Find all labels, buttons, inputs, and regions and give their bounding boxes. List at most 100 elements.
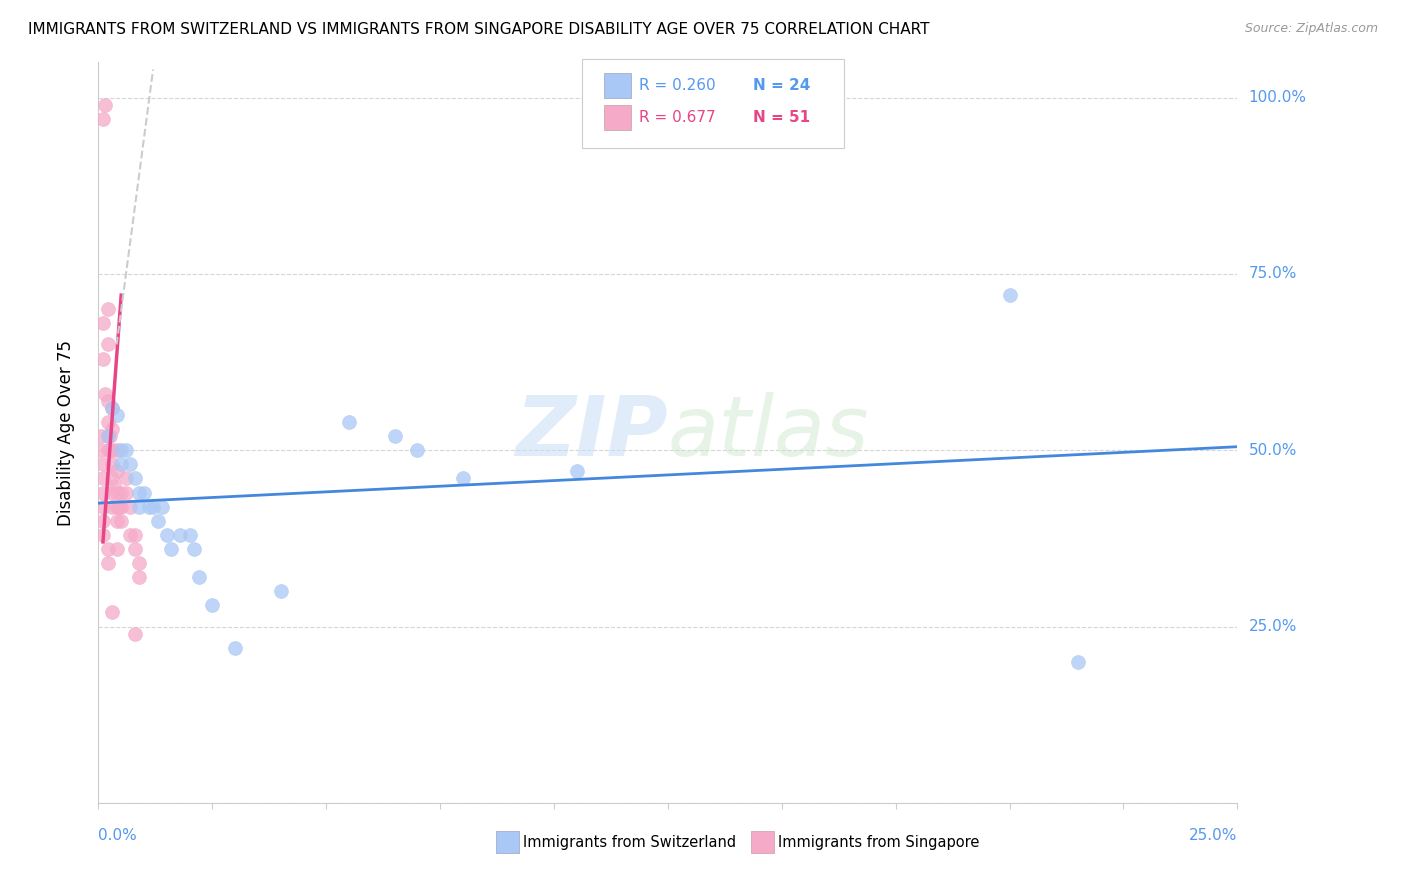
Point — [98, 429, 121, 443]
Point — [337, 415, 360, 429]
Point — [114, 485, 136, 500]
Point — [98, 443, 121, 458]
Point — [96, 429, 118, 443]
Point — [91, 471, 114, 485]
Y-axis label: Disability Age Over 75: Disability Age Over 75 — [56, 340, 75, 525]
Point — [105, 443, 128, 458]
Point — [146, 514, 169, 528]
Point — [91, 112, 114, 126]
Point — [110, 485, 132, 500]
FancyBboxPatch shape — [496, 831, 519, 853]
Point — [94, 97, 117, 112]
Text: R = 0.677: R = 0.677 — [640, 110, 716, 125]
Point — [120, 458, 142, 472]
Point — [160, 541, 183, 556]
Point — [91, 316, 114, 330]
Point — [101, 401, 124, 415]
Text: 100.0%: 100.0% — [1249, 90, 1306, 105]
Point — [103, 478, 125, 492]
Point — [110, 443, 132, 458]
Point — [108, 500, 131, 514]
Point — [124, 471, 146, 485]
FancyBboxPatch shape — [751, 831, 773, 853]
Point — [138, 500, 160, 514]
Point — [96, 443, 118, 458]
Point — [101, 458, 124, 472]
Point — [124, 626, 146, 640]
Text: Immigrants from Singapore: Immigrants from Singapore — [779, 835, 980, 849]
Point — [114, 443, 136, 458]
Point — [101, 500, 124, 514]
Point — [150, 500, 173, 514]
Point — [96, 302, 118, 317]
Point — [270, 584, 292, 599]
Point — [96, 556, 118, 570]
Text: 25.0%: 25.0% — [1249, 619, 1296, 634]
Point — [91, 351, 114, 366]
Point — [169, 528, 191, 542]
Text: R = 0.260: R = 0.260 — [640, 78, 716, 93]
Point — [105, 485, 128, 500]
Text: 75.0%: 75.0% — [1249, 267, 1296, 282]
Point — [90, 429, 112, 443]
Point — [105, 500, 128, 514]
Point — [101, 606, 124, 620]
Point — [183, 541, 205, 556]
Point — [110, 500, 132, 514]
Text: Immigrants from Switzerland: Immigrants from Switzerland — [523, 835, 737, 849]
Text: 25.0%: 25.0% — [1189, 828, 1237, 843]
Point — [124, 541, 146, 556]
Point — [451, 471, 474, 485]
Point — [101, 485, 124, 500]
Text: 50.0%: 50.0% — [1249, 442, 1296, 458]
Point — [114, 471, 136, 485]
Point — [224, 640, 246, 655]
Text: N = 51: N = 51 — [754, 110, 810, 125]
Point — [91, 485, 114, 500]
Point — [105, 408, 128, 422]
Point — [120, 500, 142, 514]
FancyBboxPatch shape — [605, 73, 631, 98]
Point — [406, 443, 429, 458]
Point — [110, 458, 132, 472]
Point — [565, 464, 588, 478]
Point — [94, 387, 117, 401]
Point — [120, 528, 142, 542]
Point — [132, 485, 155, 500]
Point — [91, 514, 114, 528]
Point — [96, 541, 118, 556]
Point — [128, 570, 150, 584]
Text: ZIP: ZIP — [515, 392, 668, 473]
Point — [96, 415, 118, 429]
Text: IMMIGRANTS FROM SWITZERLAND VS IMMIGRANTS FROM SINGAPORE DISABILITY AGE OVER 75 : IMMIGRANTS FROM SWITZERLAND VS IMMIGRANT… — [28, 22, 929, 37]
Point — [96, 393, 118, 408]
Point — [384, 429, 406, 443]
FancyBboxPatch shape — [582, 59, 845, 147]
Point — [187, 570, 209, 584]
Point — [1067, 655, 1090, 669]
Point — [201, 599, 224, 613]
Point — [128, 500, 150, 514]
Point — [128, 485, 150, 500]
Text: 0.0%: 0.0% — [98, 828, 138, 843]
Point — [105, 464, 128, 478]
Point — [96, 429, 118, 443]
Point — [128, 556, 150, 570]
Point — [101, 401, 124, 415]
Point — [105, 541, 128, 556]
Text: Source: ZipAtlas.com: Source: ZipAtlas.com — [1244, 22, 1378, 36]
Point — [91, 500, 114, 514]
Point — [91, 528, 114, 542]
Point — [142, 500, 165, 514]
Point — [101, 443, 124, 458]
Point — [110, 514, 132, 528]
Point — [101, 422, 124, 436]
Point — [96, 337, 118, 351]
Point — [90, 443, 112, 458]
Point — [105, 514, 128, 528]
Point — [998, 288, 1021, 302]
Point — [101, 471, 124, 485]
Text: atlas: atlas — [668, 392, 869, 473]
Point — [156, 528, 179, 542]
Point — [124, 528, 146, 542]
